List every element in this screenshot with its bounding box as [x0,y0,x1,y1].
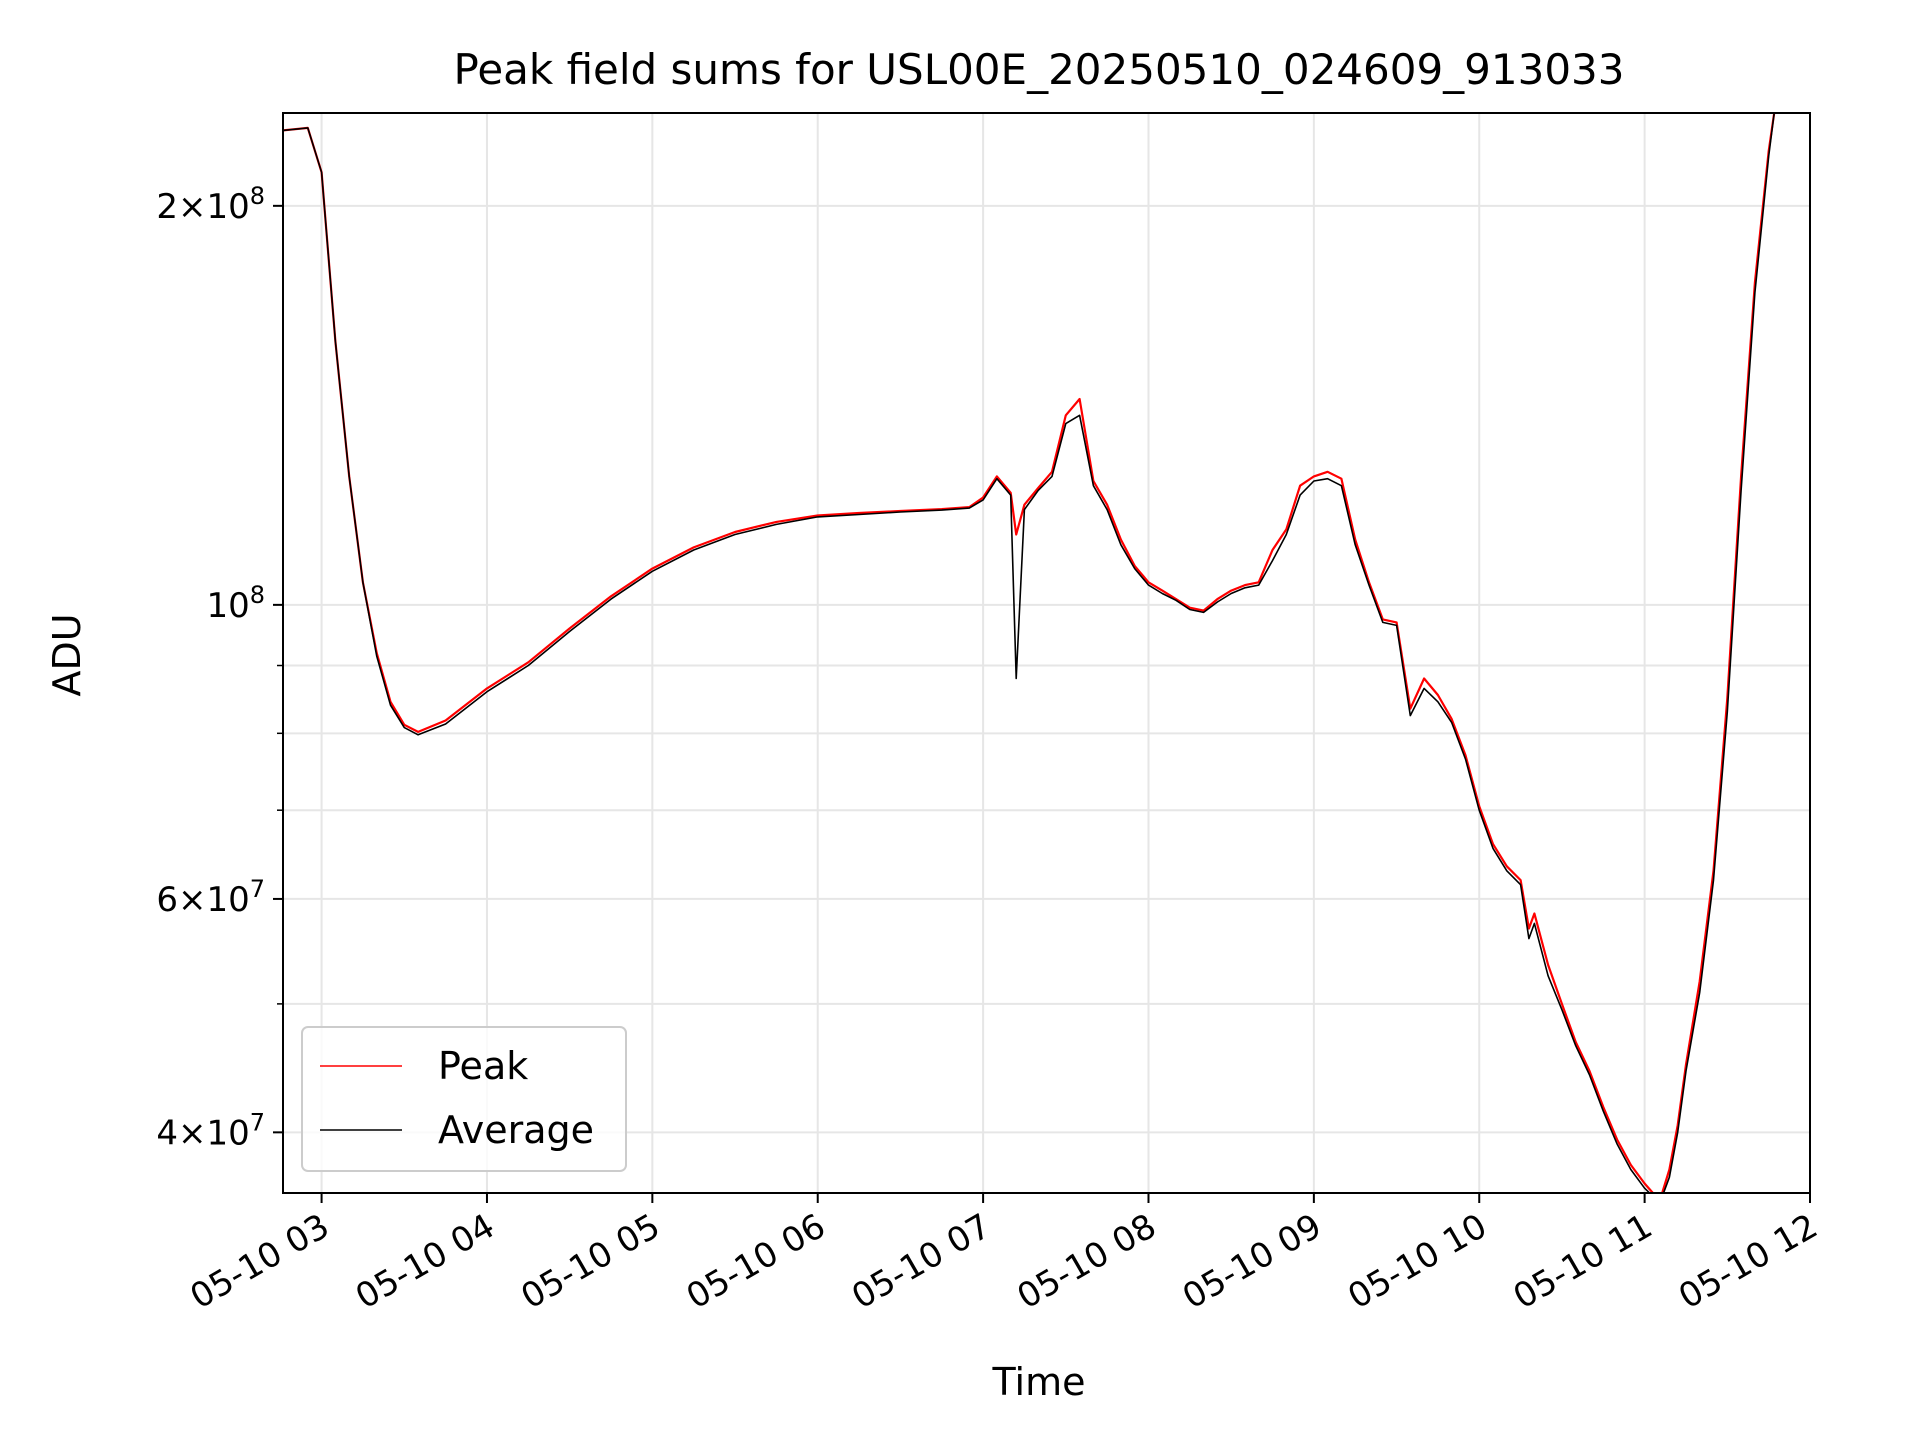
series-layer [283,113,1776,1193]
plot-area-frame [282,112,1811,1194]
legend: Peak Average [301,1026,627,1172]
y-tick-label: 108 [206,581,265,626]
y-tick-label: 4×107 [156,1108,265,1153]
y-axis-label: ADU [45,613,89,696]
legend-label-peak: Peak [438,1044,528,1088]
series-line-peak [283,113,1776,1193]
x-axis-label: Time [992,1360,1086,1404]
legend-label-average: Average [438,1108,594,1152]
chart-title: Peak field sums for USL00E_20250510_0246… [453,45,1624,94]
y-tick-label: 2×108 [156,182,265,227]
y-tick-label: 6×107 [156,875,265,920]
legend-box [301,1026,627,1172]
series-clip-group [283,113,1776,1193]
series-line-average [283,113,1775,1193]
